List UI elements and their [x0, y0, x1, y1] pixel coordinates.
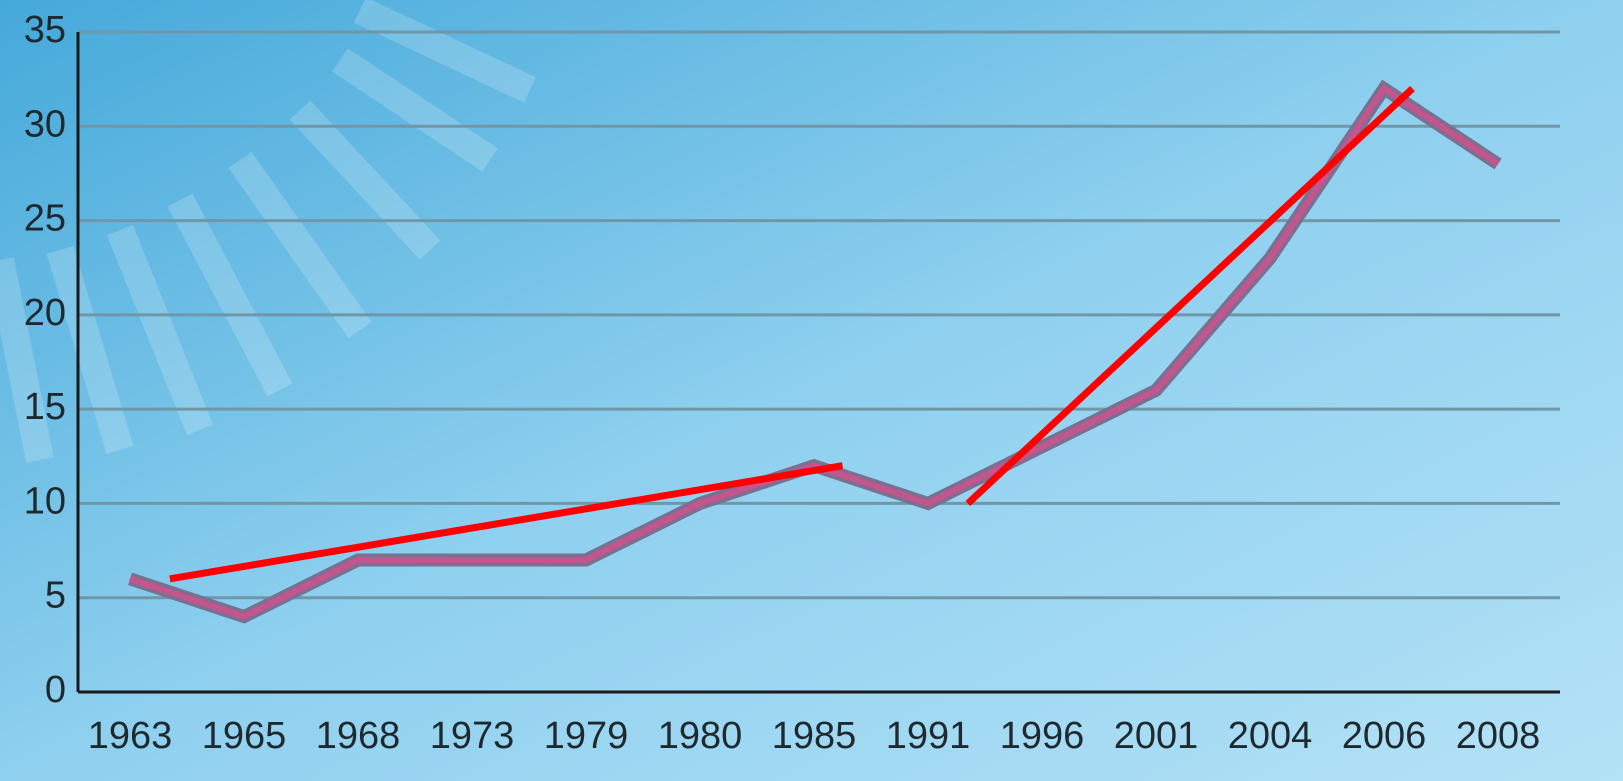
x-tick-label: 1968 [316, 715, 401, 757]
trend-line [169, 462, 844, 583]
x-tick-label: 2008 [1456, 715, 1541, 757]
x-tick-label: 1985 [772, 715, 857, 757]
decoration [0, 0, 536, 463]
x-tick-label: 1980 [658, 715, 743, 757]
x-tick-label: 1963 [88, 715, 173, 757]
y-tick-label: 0 [45, 669, 66, 711]
x-tick-label: 1996 [1000, 715, 1085, 757]
x-tick-label: 2006 [1342, 715, 1427, 757]
y-tick-label: 10 [24, 480, 66, 522]
y-tick-label: 20 [24, 292, 66, 334]
y-tick-label: 30 [24, 103, 66, 145]
y-tick-label: 35 [24, 9, 66, 51]
x-tick-label: 1991 [886, 715, 971, 757]
y-tick-label: 25 [24, 198, 66, 240]
x-tick-label: 1973 [430, 715, 515, 757]
line-series [129, 84, 1500, 620]
trend-line [965, 86, 1415, 506]
x-tick-label: 2004 [1228, 715, 1313, 757]
y-tick-label: 15 [24, 386, 66, 428]
x-tick-label: 1979 [544, 715, 629, 757]
x-tick-label: 2001 [1114, 715, 1199, 757]
x-tick-label: 1965 [202, 715, 287, 757]
y-tick-label: 5 [45, 575, 66, 617]
